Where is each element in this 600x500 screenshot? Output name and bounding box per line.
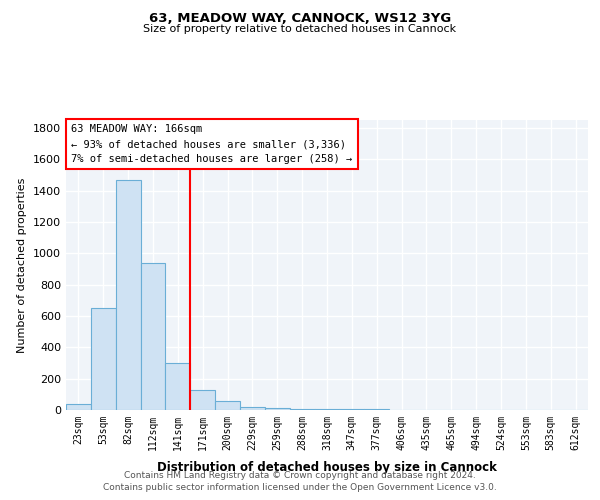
- Bar: [314, 409, 340, 410]
- X-axis label: Distribution of detached houses by size in Cannock: Distribution of detached houses by size …: [157, 461, 497, 474]
- Bar: [240, 407, 265, 410]
- Text: Size of property relative to detached houses in Cannock: Size of property relative to detached ho…: [143, 24, 457, 34]
- Bar: [66, 404, 91, 410]
- Bar: [140, 262, 166, 410]
- Y-axis label: Number of detached properties: Number of detached properties: [17, 178, 28, 352]
- Bar: [166, 363, 190, 410]
- Bar: [215, 400, 240, 410]
- Text: 63, MEADOW WAY, CANNOCK, WS12 3YG: 63, MEADOW WAY, CANNOCK, WS12 3YG: [149, 12, 451, 26]
- Bar: [190, 390, 215, 410]
- Bar: [116, 180, 140, 410]
- Text: 63 MEADOW WAY: 166sqm
← 93% of detached houses are smaller (3,336)
7% of semi-de: 63 MEADOW WAY: 166sqm ← 93% of detached …: [71, 124, 352, 164]
- Bar: [340, 409, 364, 410]
- Text: Contains public sector information licensed under the Open Government Licence v3: Contains public sector information licen…: [103, 484, 497, 492]
- Bar: [290, 409, 314, 410]
- Text: Contains HM Land Registry data © Crown copyright and database right 2024.: Contains HM Land Registry data © Crown c…: [124, 471, 476, 480]
- Bar: [364, 409, 389, 410]
- Bar: [91, 308, 116, 410]
- Bar: [265, 408, 290, 410]
